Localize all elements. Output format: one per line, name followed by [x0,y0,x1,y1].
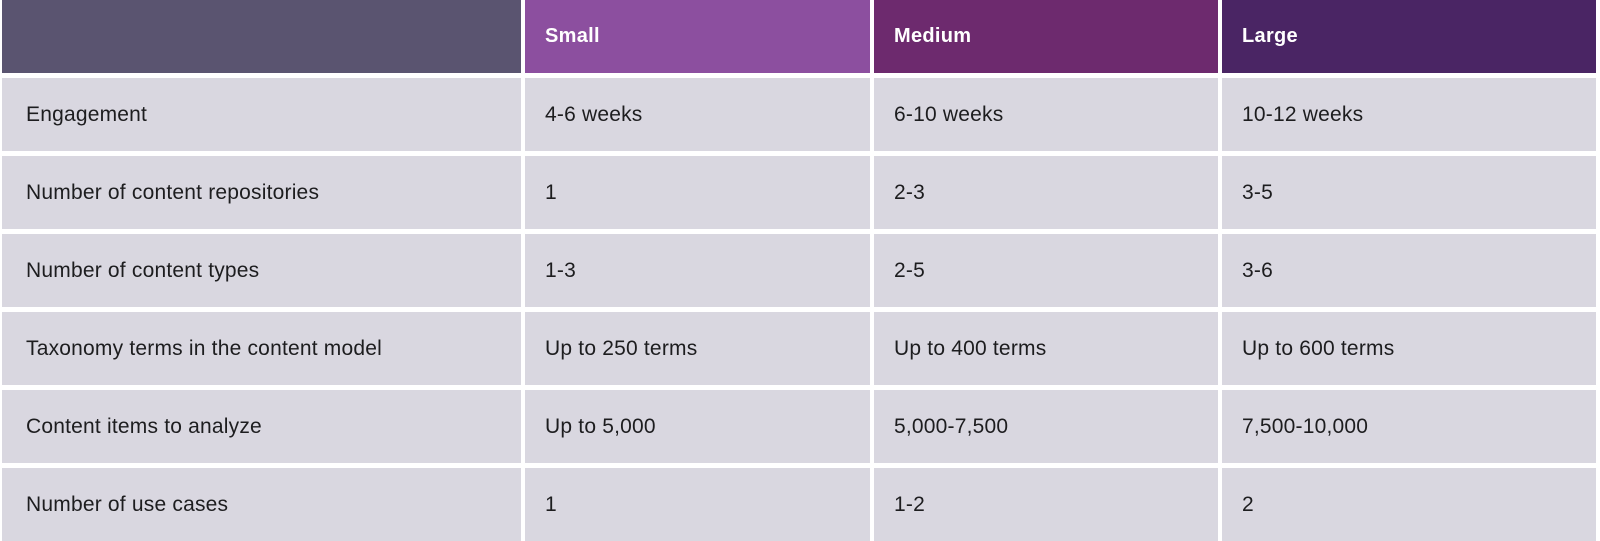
cell-content-types-small: 1-3 [525,234,870,307]
row-label-content-types: Number of content types [2,234,521,307]
cell-use-cases-small: 1 [525,468,870,541]
header-cell-medium: Medium [874,0,1218,73]
cell-engagement-medium: 6-10 weeks [874,78,1218,151]
cell-content-items-medium: 5,000-7,500 [874,390,1218,463]
cell-taxonomy-terms-medium: Up to 400 terms [874,312,1218,385]
cell-use-cases-medium: 1-2 [874,468,1218,541]
cell-use-cases-large: 2 [1222,468,1596,541]
cell-engagement-large: 10-12 weeks [1222,78,1596,151]
row-label-taxonomy-terms: Taxonomy terms in the content model [2,312,521,385]
row-label-content-repositories: Number of content repositories [2,156,521,229]
header-cell-small: Small [525,0,870,73]
cell-taxonomy-terms-large: Up to 600 terms [1222,312,1596,385]
cell-repositories-small: 1 [525,156,870,229]
cell-content-items-small: Up to 5,000 [525,390,870,463]
row-label-use-cases: Number of use cases [2,468,521,541]
cell-content-types-large: 3-6 [1222,234,1596,307]
cell-repositories-large: 3-5 [1222,156,1596,229]
cell-content-items-large: 7,500-10,000 [1222,390,1596,463]
cell-repositories-medium: 2-3 [874,156,1218,229]
cell-taxonomy-terms-small: Up to 250 terms [525,312,870,385]
row-label-engagement: Engagement [2,78,521,151]
row-label-content-items: Content items to analyze [2,390,521,463]
cell-engagement-small: 4-6 weeks [525,78,870,151]
cell-content-types-medium: 2-5 [874,234,1218,307]
header-corner-cell [2,0,521,73]
header-cell-large: Large [1222,0,1596,73]
